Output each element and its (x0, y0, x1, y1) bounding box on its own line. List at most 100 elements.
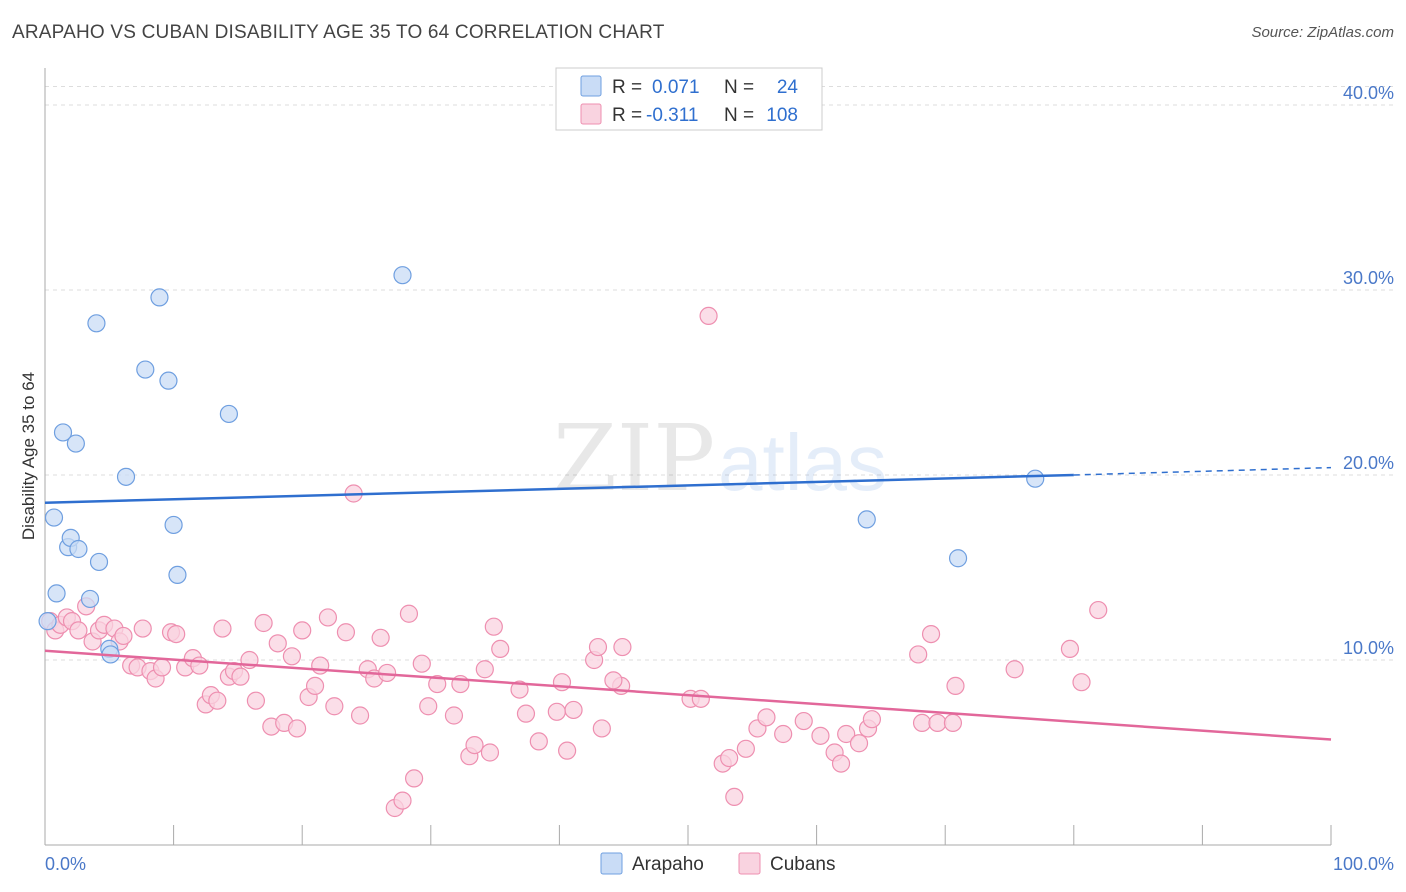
y-tick-label-10: 10.0% (1343, 638, 1394, 658)
y-tick-labels: 10.0% 20.0% 30.0% 40.0% (1343, 83, 1394, 658)
arapaho-point (53, 423, 73, 442)
cubans-point (909, 645, 928, 664)
arapaho-point (87, 314, 106, 333)
cubans-point (350, 706, 370, 725)
arapaho-n-value: 24 (777, 77, 799, 98)
cubans-point (604, 671, 623, 690)
cubans-point (254, 613, 273, 633)
arapaho-point (159, 371, 178, 390)
cubans-point (69, 621, 88, 640)
cubans-point (613, 637, 632, 657)
watermark: ZIP atlas (553, 405, 887, 512)
cubans-point (133, 619, 152, 638)
cubans-point (419, 697, 438, 716)
arapaho-legend-swatch (580, 75, 602, 97)
arapaho-r-label: R = (612, 77, 642, 98)
cubans-r-value: -0.311 (646, 105, 698, 126)
gridlines (45, 86, 1394, 661)
cubans-point (558, 741, 577, 760)
cubans-point (831, 754, 851, 773)
arapaho-trend-extension (1073, 466, 1332, 476)
cubans-point (552, 673, 572, 692)
cubans-point (928, 713, 947, 733)
cubans-point (246, 691, 266, 710)
cubans-point (371, 628, 390, 647)
cubans-point (399, 604, 419, 623)
arapaho-point (89, 552, 109, 572)
cubans-point (529, 732, 548, 751)
cubans-trend-line (44, 649, 1332, 741)
x-tick-label-max: 100.0% (1333, 854, 1394, 874)
cubans-point (774, 724, 793, 744)
cubans-point (231, 667, 250, 686)
cubans-point (167, 624, 186, 644)
cubans-point (699, 306, 718, 325)
arapaho-point (136, 360, 155, 379)
trend-lines (44, 466, 1332, 741)
cubans-point (736, 739, 755, 758)
arapaho-point (69, 539, 88, 559)
cubans-point (480, 743, 500, 762)
cubans-point (1089, 600, 1108, 620)
watermark-zip: ZIP (553, 405, 715, 512)
y-tick-label-40: 40.0% (1343, 83, 1394, 103)
cubans-n-label: N = (724, 105, 754, 126)
cubans-point (811, 726, 830, 745)
arapaho-point (857, 510, 876, 529)
cubans-points (41, 306, 1108, 818)
cubans-point (336, 623, 356, 642)
series-legend: Arapaho Cubans (600, 852, 836, 875)
arapaho-point (164, 515, 183, 535)
cubans-point (208, 691, 227, 710)
cubans-point (516, 704, 536, 723)
arapaho-point (47, 584, 66, 603)
cubans-point (475, 660, 494, 679)
arapaho-r-value: 0.071 (652, 77, 700, 98)
cubans-point (564, 700, 583, 720)
chart-source: Source: ZipAtlas.com (1251, 24, 1394, 41)
cubans-point (428, 674, 447, 694)
cubans-point (725, 787, 744, 807)
arapaho-point (66, 434, 85, 453)
cubans-point (282, 647, 302, 666)
cubans-point (943, 713, 963, 733)
y-tick-label-20: 20.0% (1343, 453, 1394, 473)
cubans-point (757, 708, 776, 727)
cubans-point (287, 719, 307, 738)
arapaho-point (150, 288, 169, 307)
cubans-point (837, 724, 856, 744)
arapaho-point (168, 565, 187, 585)
legend-cubans-swatch (738, 852, 761, 875)
cubans-point (393, 791, 412, 810)
cubans-point (862, 710, 881, 729)
y-tick-label-30: 30.0% (1343, 268, 1394, 288)
cubans-point (213, 619, 232, 638)
cubans-point (293, 621, 312, 640)
cubans-point (720, 748, 739, 768)
arapaho-trend-line (44, 473, 1074, 504)
arapaho-point (80, 589, 100, 609)
cubans-point (1060, 639, 1080, 659)
cubans-point (691, 689, 710, 708)
cubans-point (152, 658, 172, 677)
legend-arapaho-swatch (600, 852, 623, 875)
cubans-point (849, 734, 869, 753)
arapaho-n-label: N = (724, 77, 754, 98)
arapaho-point (219, 404, 238, 424)
cubans-point (325, 697, 344, 716)
cubans-point (465, 735, 484, 755)
cubans-point (547, 702, 566, 721)
cubans-point (510, 680, 529, 699)
cubans-point (1072, 673, 1091, 692)
cubans-point (268, 634, 287, 653)
cubans-point (190, 656, 209, 675)
stats-legend: R = 0.071 N = 24 R = -0.311 N = 108 (555, 67, 823, 131)
x-tick-label-min: 0.0% (45, 854, 86, 874)
chart-title: ARAPAHO VS CUBAN DISABILITY AGE 35 TO 64… (12, 22, 665, 43)
cubans-point (946, 676, 965, 696)
cubans-point (592, 719, 611, 738)
cubans-point (311, 656, 330, 675)
arapaho-point (948, 549, 968, 568)
cubans-point (912, 713, 932, 733)
